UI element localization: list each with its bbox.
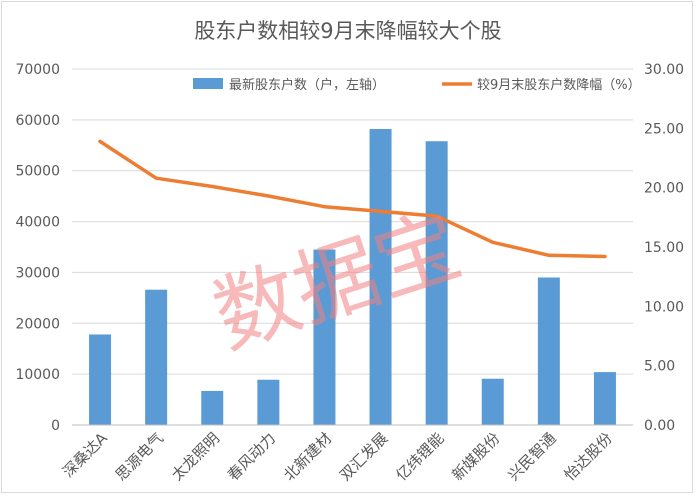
y-left-tick-label: 30000 [15, 265, 60, 281]
y-right-tick-label: 25.00 [644, 121, 684, 137]
bar [89, 334, 112, 425]
y-left-tick-label: 20000 [15, 316, 60, 332]
y-right-tick-label: 5.00 [644, 359, 675, 375]
x-tick-label: 北新建材 [280, 429, 335, 484]
bar [145, 289, 168, 425]
bar [537, 277, 560, 425]
x-tick-label: 思源电气 [112, 429, 167, 484]
line-point [379, 209, 383, 213]
line-point [154, 176, 158, 180]
y-left-tick-label: 50000 [15, 164, 60, 180]
x-tick-label: 太龙照明 [168, 429, 223, 484]
line-point [322, 205, 326, 209]
bar [369, 129, 392, 426]
y-right-tick-label: 20.00 [644, 181, 684, 197]
y-left-tick-label: 40000 [15, 215, 60, 231]
line-point [547, 253, 551, 257]
y-left-tick-label: 60000 [15, 113, 60, 129]
line-point [210, 184, 214, 188]
line-path [98, 139, 607, 259]
x-tick-label: 双汇发展 [336, 429, 391, 484]
x-tick-label: 春风动力 [224, 429, 279, 484]
bar [257, 379, 280, 425]
line-point [266, 194, 270, 198]
bar-series [89, 129, 616, 426]
line-point [98, 139, 102, 143]
y-right-tick-label: 0.00 [644, 418, 675, 434]
y-left-tick-label: 0 [51, 418, 60, 434]
bar [201, 390, 224, 425]
line-series [98, 139, 607, 259]
y-right-tick-label: 10.00 [644, 299, 684, 315]
chart-title: 股东户数相较9月末降幅较大个股 [194, 19, 501, 43]
y-right-tick-label: 15.00 [644, 240, 684, 256]
legend-label-bar: 最新股东户数（户，左轴） [229, 77, 385, 93]
x-tick-label: 怡达股份 [561, 429, 616, 484]
y-left-tick-label: 10000 [15, 367, 60, 383]
legend-label-line: 较9月末股东户数降幅（%） [477, 77, 641, 93]
line-point [435, 214, 439, 218]
x-tick-label: 深桑达A [59, 429, 111, 481]
line-point [603, 254, 607, 258]
y-left-tick-label: 70000 [15, 62, 60, 78]
legend-swatch-bar [193, 78, 223, 89]
y-right-tick-label: 30.00 [644, 62, 684, 78]
bar [481, 378, 504, 425]
x-tick-label: 兴民智通 [505, 429, 560, 484]
line-point [491, 240, 495, 244]
bar [425, 141, 448, 425]
x-tick-label: 新媒股份 [448, 429, 503, 484]
x-tick-label: 亿纬锂能 [392, 429, 447, 484]
bar [313, 249, 336, 425]
legend: 最新股东户数（户，左轴） 较9月末股东户数降幅（%） [193, 77, 641, 93]
bar [593, 372, 616, 425]
